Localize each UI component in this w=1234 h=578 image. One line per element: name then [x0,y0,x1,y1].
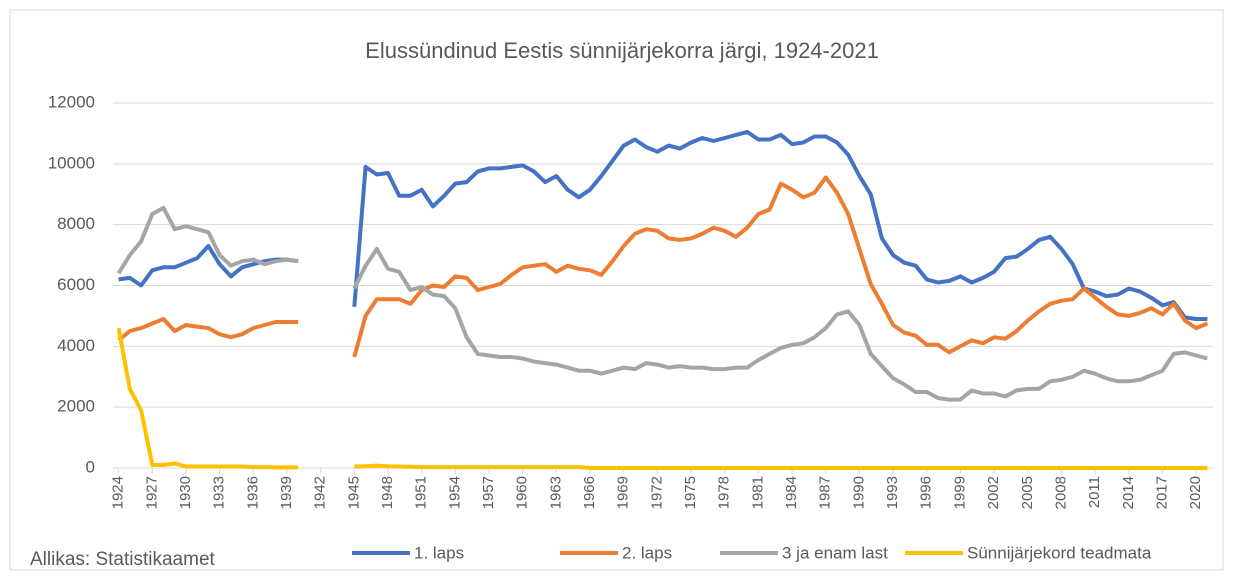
y-tick-label: 8000 [57,214,95,233]
series-line [118,129,1208,321]
x-tick-label: 1930 [177,476,194,509]
y-tick-label: 12000 [48,92,95,111]
x-tick-label: 1984 [783,476,800,509]
series-line [116,205,1208,402]
y-tick-label: 2000 [57,397,95,416]
x-tick-label: 1936 [244,476,261,509]
x-tick-label: 1969 [615,476,632,509]
x-tick-label: 1927 [143,476,160,509]
x-tick-label: 1990 [850,476,867,509]
y-tick-label: 6000 [57,275,95,294]
legend-label: 3 ja enam last [782,543,888,562]
x-tick-label: 1966 [581,476,598,509]
x-tick-label: 1945 [345,476,362,509]
x-tick-label: 1975 [682,476,699,509]
x-tick-label: 1960 [514,476,531,509]
chart-title: Elussündinud Eestis sünnijärjekorra järg… [365,38,879,63]
x-tick-label: 1951 [413,476,430,509]
x-tick-label: 1924 [110,476,127,509]
x-tick-label: 2005 [1019,476,1036,509]
x-tick-label: 1963 [547,476,564,509]
x-tick-label: 2014 [1120,476,1137,509]
y-tick-label: 4000 [57,336,95,355]
x-tick-label: 1942 [312,476,329,509]
x-tick-label: 1993 [884,476,901,509]
legend-label: Sünnijärjekord teadmata [967,543,1152,562]
legend-label: 1. laps [414,543,464,562]
x-tick-label: 2002 [985,476,1002,509]
x-tick-label: 1999 [951,476,968,509]
x-tick-label: 1978 [716,476,733,509]
x-tick-label: 1954 [446,476,463,509]
x-tick-label: 1987 [817,476,834,509]
x-tick-label: 1981 [749,476,766,509]
source-note: Allikas: Statistikaamet [30,549,216,570]
x-tick-label: 1957 [480,476,497,509]
legend-label: 2. laps [622,543,672,562]
y-tick-label: 10000 [48,153,95,172]
x-tick-label: 2008 [1052,476,1069,509]
x-tick-label: 2020 [1187,476,1204,509]
y-tick-label: 0 [86,457,95,476]
x-tick-label: 1996 [918,476,935,509]
x-tick-label: 1972 [648,476,665,509]
x-tick-label: 1948 [379,476,396,509]
x-tick-label: 2017 [1153,476,1170,509]
x-tick-label: 1933 [211,476,228,509]
x-tick-label: 2011 [1086,476,1103,508]
x-tick-label: 1939 [278,476,295,509]
series-line [117,175,1209,358]
series-line [116,327,1208,470]
